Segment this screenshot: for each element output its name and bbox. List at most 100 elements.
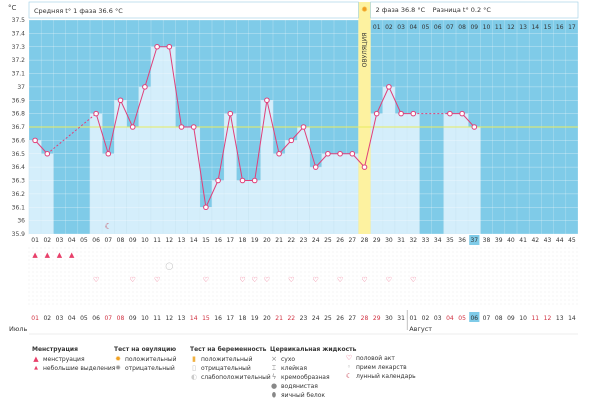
- temp-point: [459, 110, 465, 117]
- dot-grid: [152, 275, 154, 277]
- dot-grid: [188, 267, 190, 269]
- dot-grid: [132, 263, 134, 265]
- dot-grid: [344, 275, 346, 277]
- dot-grid: [520, 255, 522, 257]
- dot-grid: [396, 275, 398, 277]
- dot-grid: [380, 291, 382, 293]
- dot-grid: [360, 271, 362, 273]
- dot-grid: [96, 263, 98, 265]
- dot-grid: [508, 247, 510, 249]
- dot-grid: [492, 299, 494, 301]
- dot-grid: [356, 287, 358, 289]
- dot-grid: [264, 271, 266, 273]
- dot-grid: [284, 271, 286, 273]
- dot-grid: [116, 295, 118, 297]
- dot-grid: [368, 299, 370, 301]
- dot-grid: [480, 279, 482, 281]
- dot-grid: [312, 291, 314, 293]
- dot-grid: [96, 255, 98, 257]
- dot-grid: [72, 271, 74, 273]
- dot-grid: [268, 303, 270, 305]
- dot-grid: [440, 299, 442, 301]
- dot-grid: [568, 295, 570, 297]
- dot-grid: [312, 295, 314, 297]
- dot-grid: [444, 251, 446, 253]
- dot-grid: [200, 303, 202, 305]
- cycle-day-label: 33: [422, 237, 430, 244]
- dot-grid: [40, 271, 42, 273]
- dot-grid: [352, 303, 354, 305]
- dot-grid: [508, 251, 510, 253]
- dot-grid: [268, 287, 270, 289]
- dot-grid: [232, 263, 234, 265]
- dot-grid: [444, 303, 446, 305]
- dot-grid: [300, 279, 302, 281]
- cycle-day-label: 18: [239, 237, 247, 244]
- dot-grid: [368, 279, 370, 281]
- dot-grid: [252, 275, 254, 277]
- dot-grid: [96, 299, 98, 301]
- dot-grid: [488, 303, 490, 305]
- y-tick-label: 36.5: [12, 151, 26, 158]
- dot-grid: [572, 267, 574, 269]
- dot-grid: [424, 303, 426, 305]
- temp-point: [142, 84, 148, 90]
- dot-grid: [420, 255, 422, 257]
- dot-grid: [236, 275, 238, 277]
- temp-line-segment: [461, 113, 475, 128]
- dot-grid: [104, 287, 106, 289]
- dot-grid: [120, 295, 122, 297]
- dot-grid: [564, 263, 566, 265]
- dot-grid: [132, 303, 134, 305]
- dot-grid: [236, 291, 238, 293]
- dot-grid: [164, 303, 166, 305]
- dot-grid: [548, 267, 550, 269]
- dot-grid: [184, 247, 186, 249]
- dot-grid: [220, 263, 222, 265]
- dot-grid: [180, 271, 182, 273]
- dot-grid: [432, 259, 434, 261]
- dot-grid: [48, 283, 50, 285]
- dot-grid: [160, 279, 162, 281]
- dot-grid: [208, 295, 210, 297]
- dot-grid: [236, 299, 238, 301]
- dot-grid: [124, 291, 126, 293]
- dot-grid: [448, 275, 450, 277]
- calendar-date-label: 09: [507, 315, 515, 322]
- dot-grid: [256, 287, 258, 289]
- dot-grid: [312, 247, 314, 249]
- dot-grid: [444, 291, 446, 293]
- dot-grid: [68, 263, 70, 265]
- cycle-day-label: 40: [507, 237, 515, 244]
- dot-grid: [224, 275, 226, 277]
- dot-grid: [232, 299, 234, 301]
- dot-grid: [176, 287, 178, 289]
- dot-grid: [296, 255, 298, 257]
- menstruation-icon: ▲: [57, 251, 63, 259]
- dot-grid: [108, 275, 110, 277]
- dot-grid: [148, 299, 150, 301]
- dot-grid: [536, 263, 538, 265]
- dot-grid: [288, 283, 290, 285]
- dot-grid: [240, 247, 242, 249]
- dot-grid: [248, 271, 250, 273]
- dot-grid: [396, 283, 398, 285]
- dot-grid: [516, 279, 518, 281]
- dot-grid: [520, 279, 522, 281]
- dot-grid: [396, 299, 398, 301]
- dot-grid: [140, 251, 142, 253]
- dot-grid: [548, 263, 550, 265]
- calendar-date-label: 06: [92, 315, 100, 322]
- dot-grid: [404, 303, 406, 305]
- dot-grid: [244, 291, 246, 293]
- dot-grid: [368, 283, 370, 285]
- dot-grid: [316, 247, 318, 249]
- dot-grid: [268, 259, 270, 261]
- dot-grid: [252, 283, 254, 285]
- dot-grid: [116, 291, 118, 293]
- dot-grid: [80, 299, 82, 301]
- dot-grid: [68, 299, 70, 301]
- ovulation-label: ОВУЛЯЦИЯ: [362, 33, 369, 68]
- dot-grid: [116, 263, 118, 265]
- dot-grid: [84, 291, 86, 293]
